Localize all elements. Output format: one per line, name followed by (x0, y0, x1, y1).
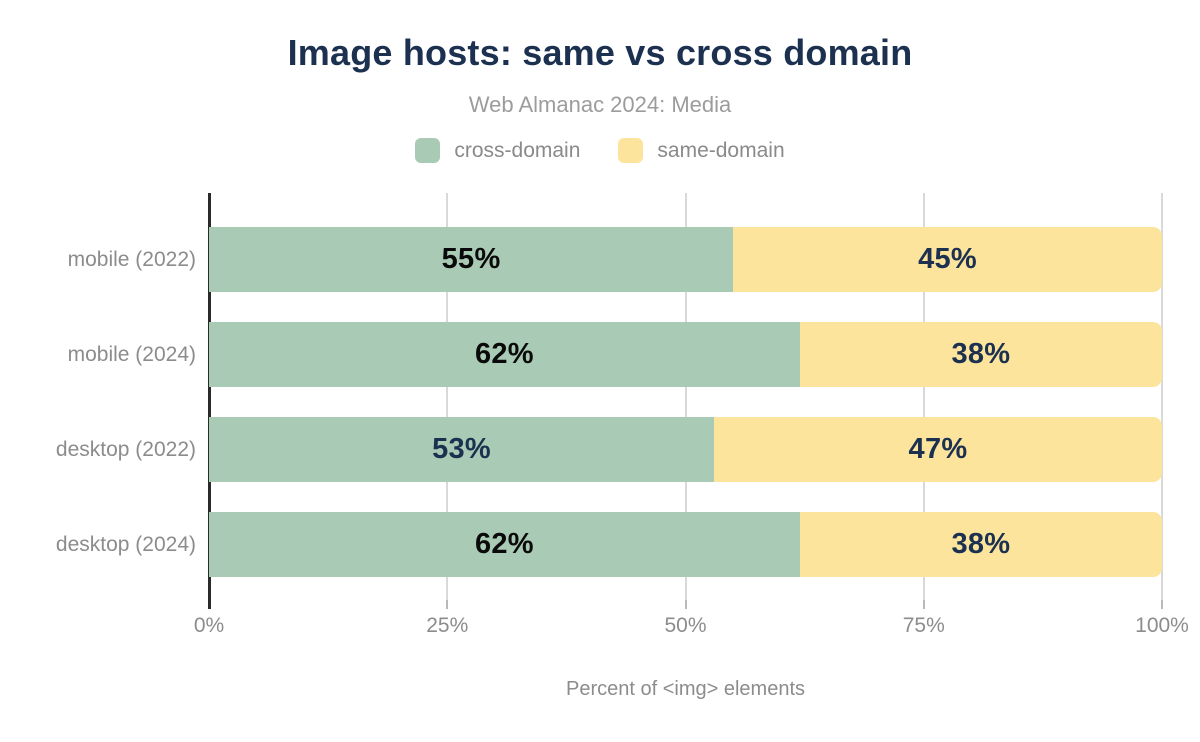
legend: cross-domain same-domain (0, 138, 1200, 163)
bar-segment-cross-domain: 62% (209, 512, 800, 577)
axis-tick-100% (1161, 600, 1163, 609)
bar-segment-same-domain: 47% (714, 417, 1162, 482)
bar-segment-same-domain: 45% (733, 227, 1162, 292)
chart-subtitle: Web Almanac 2024: Media (0, 92, 1200, 118)
axis-tick-25% (446, 600, 448, 609)
bar-row-mobile-2022-: 55% 45% (209, 227, 1162, 292)
plot-area: 55% 45% 62% 38% 53% 47% 62% 38% (209, 193, 1162, 600)
bar-value-label: 38% (951, 528, 1010, 561)
bar-value-label: 38% (951, 338, 1010, 371)
bar-value-label: 47% (909, 433, 968, 466)
bar-value-label: 45% (918, 243, 977, 276)
bar-segment-cross-domain: 55% (209, 227, 733, 292)
chart-title: Image hosts: same vs cross domain (0, 32, 1200, 74)
bar-segment-same-domain: 38% (800, 512, 1162, 577)
bar-value-label: 55% (442, 243, 501, 276)
chart-figure: Image hosts: same vs cross domain Web Al… (0, 0, 1200, 742)
bar-row-desktop-2024-: 62% 38% (209, 512, 1162, 577)
bar-row-desktop-2022-: 53% 47% (209, 417, 1162, 482)
category-label: mobile (2022) (0, 227, 196, 292)
x-tick-label: 75% (903, 614, 945, 638)
category-label: desktop (2024) (0, 512, 196, 577)
legend-item-cross-domain: cross-domain (415, 138, 580, 163)
legend-label: same-domain (657, 139, 784, 163)
x-tick-label: 0% (194, 614, 224, 638)
x-tick-label: 50% (664, 614, 706, 638)
bar-segment-cross-domain: 53% (209, 417, 714, 482)
legend-swatch-icon (415, 138, 440, 163)
axis-tick-50% (685, 600, 687, 609)
category-label: mobile (2024) (0, 322, 196, 387)
bar-segment-cross-domain: 62% (209, 322, 800, 387)
legend-item-same-domain: same-domain (618, 138, 784, 163)
bar-value-label: 53% (432, 433, 491, 466)
legend-label: cross-domain (454, 139, 580, 163)
x-tick-label: 100% (1135, 614, 1189, 638)
bar-row-mobile-2024-: 62% 38% (209, 322, 1162, 387)
bar-segment-same-domain: 38% (800, 322, 1162, 387)
legend-swatch-icon (618, 138, 643, 163)
category-label: desktop (2022) (0, 417, 196, 482)
axis-tick-75% (923, 600, 925, 609)
x-tick-label: 25% (426, 614, 468, 638)
bar-value-label: 62% (475, 528, 534, 561)
bar-value-label: 62% (475, 338, 534, 371)
x-axis-title: Percent of <img> elements (209, 678, 1162, 701)
